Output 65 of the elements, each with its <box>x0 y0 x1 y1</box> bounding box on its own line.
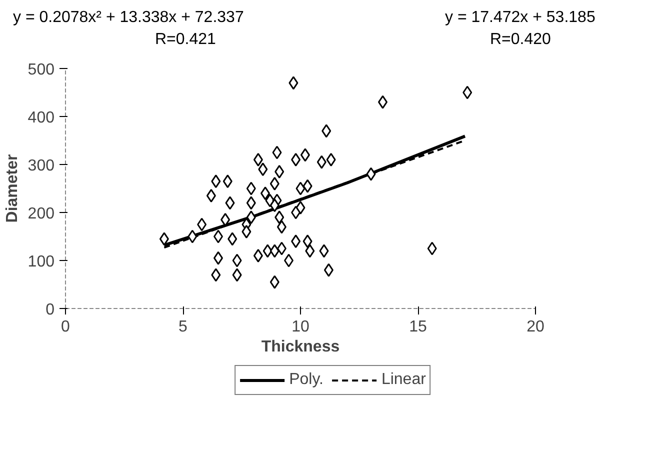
point <box>159 232 169 246</box>
x-tick-label: 15 <box>409 318 427 336</box>
point <box>258 162 268 176</box>
point <box>366 167 376 181</box>
point <box>276 242 286 256</box>
y-tick-label: 0 <box>46 302 55 318</box>
point <box>246 210 256 224</box>
point <box>427 242 437 256</box>
point <box>302 179 312 193</box>
point <box>242 224 252 238</box>
point <box>232 254 242 268</box>
y-tick-label: 400 <box>28 110 55 126</box>
point <box>316 155 326 169</box>
point <box>322 124 332 138</box>
x-tick-label: 0 <box>61 318 70 336</box>
y-tick-label: 300 <box>28 158 55 174</box>
point <box>253 152 263 166</box>
point <box>220 212 230 226</box>
point <box>291 206 301 220</box>
point <box>211 268 221 282</box>
legend-label: Poly. <box>289 371 324 389</box>
y-tick-label: 100 <box>28 254 55 270</box>
point <box>225 196 235 210</box>
point <box>326 152 336 166</box>
point <box>305 244 315 258</box>
point <box>228 232 238 246</box>
point <box>206 188 216 202</box>
point <box>211 174 221 188</box>
y-tick-label: 500 <box>28 62 55 78</box>
point <box>272 146 282 160</box>
point <box>270 176 280 190</box>
point <box>246 182 256 196</box>
point <box>274 164 284 178</box>
x-tick-label: 5 <box>178 318 188 336</box>
text: y = 0.2078x² + 13.338x + 72.337 <box>13 8 244 28</box>
x-tick-label: 20 <box>526 318 544 336</box>
point <box>462 86 472 100</box>
point <box>188 230 198 244</box>
point <box>276 220 286 234</box>
point <box>270 198 280 212</box>
x-axis-title: Thickness <box>261 338 340 356</box>
point <box>296 182 306 196</box>
text: y = 17.472x + 53.185 <box>445 8 596 28</box>
point <box>302 234 312 248</box>
point <box>253 248 263 262</box>
point <box>232 268 242 282</box>
point <box>300 148 310 162</box>
point <box>270 244 280 258</box>
point <box>274 210 284 224</box>
point <box>197 218 207 232</box>
text: R=0.421 <box>155 30 216 50</box>
point <box>270 275 280 289</box>
x-tick-label: 10 <box>292 318 310 336</box>
y-tick-label: 200 <box>28 206 55 222</box>
point <box>324 263 334 277</box>
point <box>222 174 232 188</box>
point <box>291 234 301 248</box>
point <box>246 196 256 210</box>
legend-label: Linear <box>381 371 426 389</box>
point <box>288 76 298 90</box>
y-axis-title: Diameter <box>4 154 21 223</box>
text: R=0.420 <box>490 30 551 50</box>
point <box>262 244 272 258</box>
point <box>319 244 329 258</box>
point <box>291 152 301 166</box>
